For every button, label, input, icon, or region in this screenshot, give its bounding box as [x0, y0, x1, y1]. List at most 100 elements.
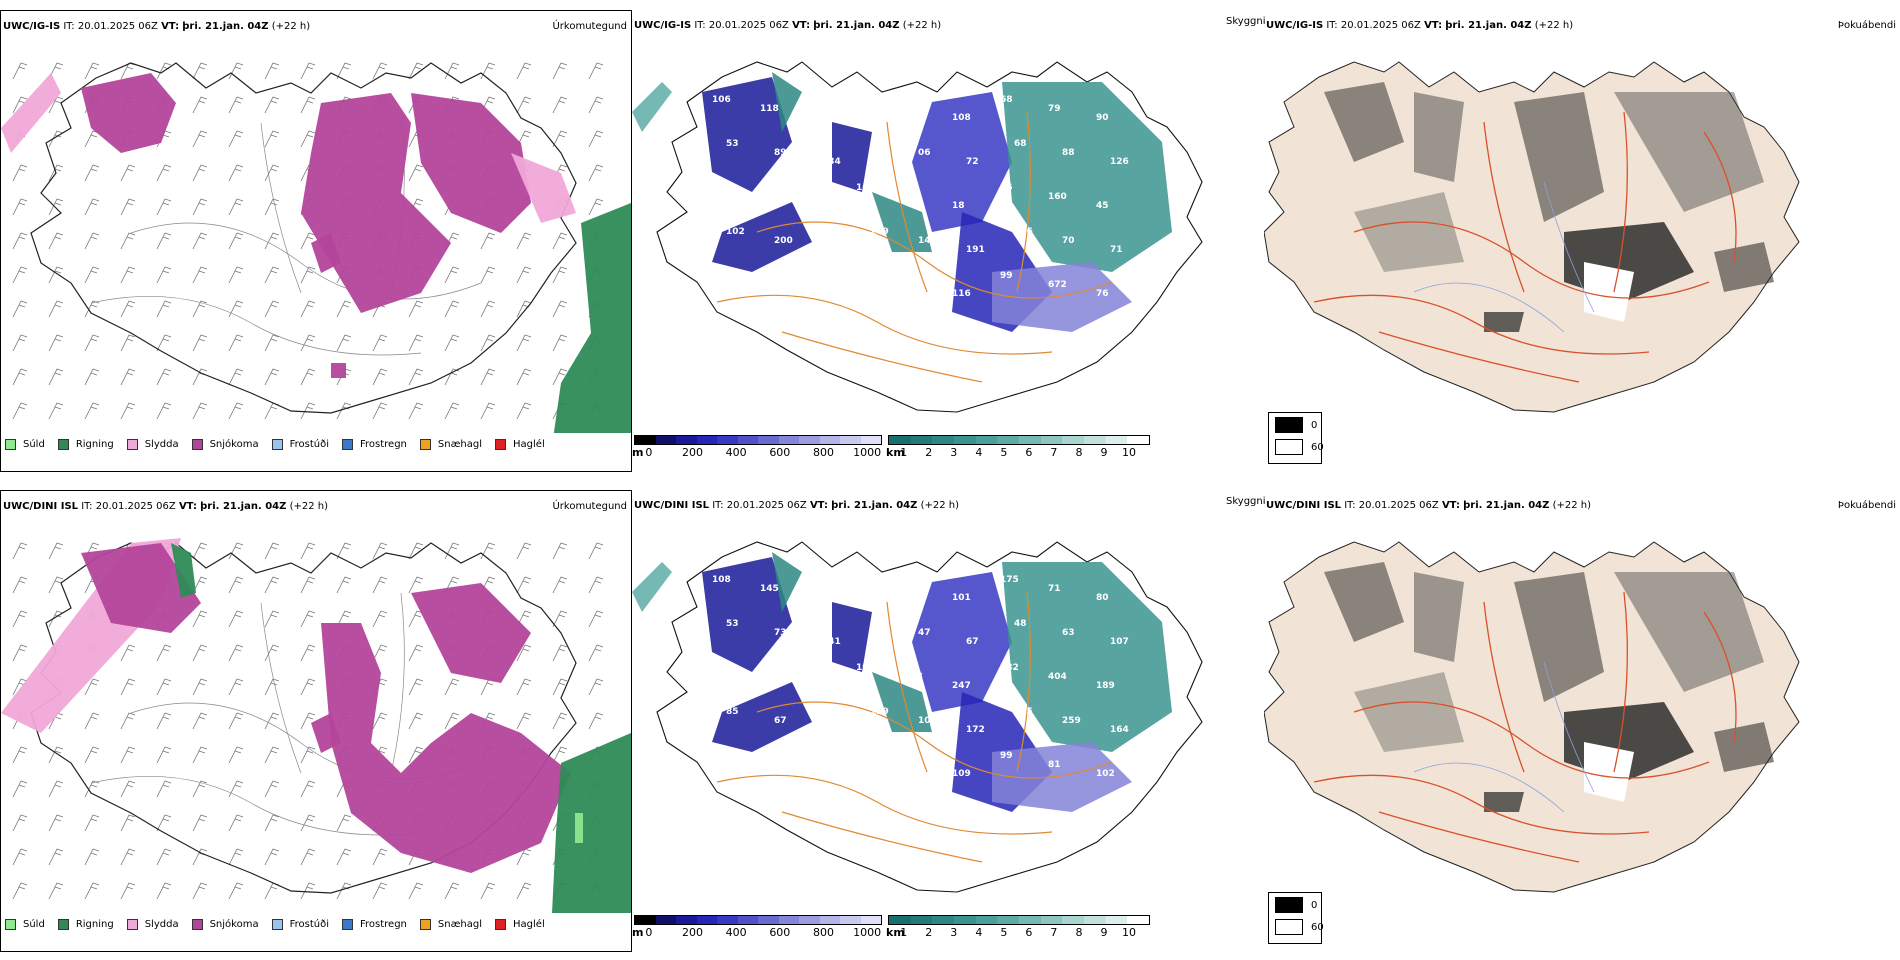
legend-swatch: [191, 918, 203, 930]
wind-barb: [120, 62, 136, 80]
colorbar-segment: [1040, 436, 1063, 444]
wind-barb: [156, 300, 172, 318]
fog-panel-label: Þokuábendi: [1837, 500, 1896, 511]
wind-barb: [228, 746, 244, 764]
wind-barb: [192, 780, 208, 798]
wind-barb: [192, 130, 208, 148]
title-vt-label: VT:: [809, 500, 828, 511]
colorbar-segment: [1127, 436, 1150, 444]
cloud-base-label: 68: [1000, 95, 1013, 105]
wind-barb: [12, 780, 28, 798]
wind-barb: [408, 712, 424, 730]
wind-barb: [408, 644, 424, 662]
cloud-base-label: 203: [760, 192, 779, 202]
colorbar-segment: [717, 916, 738, 924]
cloud-area: [702, 557, 792, 672]
wind-barb: [48, 266, 64, 284]
colorbar-unit: m: [632, 926, 644, 939]
cloud-base-label: 456: [1014, 227, 1033, 237]
wind-barb: [300, 814, 316, 832]
fog-area: [1714, 242, 1774, 292]
colorbar-segment: [932, 436, 955, 444]
precip-area: [311, 713, 341, 753]
title-vt-label: VT:: [1424, 20, 1443, 31]
wind-barb: [84, 746, 100, 764]
wind-barb: [264, 266, 280, 284]
cloud-area: [992, 262, 1132, 332]
colorbar-segment: [819, 436, 840, 444]
legend-item-2: Slydda: [126, 918, 179, 930]
wind-barb: [480, 300, 496, 318]
wind-barb: [552, 746, 568, 764]
wind-barb: [516, 96, 532, 114]
colorbar-segment: [975, 916, 998, 924]
cloud-base-label: 238: [808, 113, 827, 123]
colorbar-tick-label: 10: [1122, 926, 1137, 939]
wind-barb: [588, 610, 604, 628]
title-vt-value: þri. 21.jan. 04Z: [831, 500, 918, 511]
title-model: UWC/DINI ISL: [1266, 500, 1342, 511]
wind-barb: [300, 62, 316, 80]
wind-barb: [84, 402, 100, 420]
colorbar-segment: [997, 916, 1020, 924]
wind-barb: [516, 712, 532, 730]
wind-barb: [84, 780, 100, 798]
wind-barb: [192, 882, 208, 900]
wind-barb: [588, 678, 604, 696]
panel-title: UWC/IG-IS IT: 20.01.2025 06Z VT: þri. 21…: [3, 21, 310, 32]
title-it-value: 20.01.2025 06Z: [708, 20, 789, 31]
cloud-base-label: 172: [966, 725, 985, 735]
panel-title: UWC/DINI ISL IT: 20.01.2025 06Z VT: þri.…: [1266, 500, 1591, 511]
wind-barb: [480, 882, 496, 900]
wind-barb: [228, 266, 244, 284]
cloud-base-label: 79: [1048, 104, 1061, 114]
wind-barb: [12, 368, 28, 386]
cloud-base-label: 160: [1048, 192, 1067, 202]
colorbar-tick-label: 5: [1000, 446, 1008, 459]
forecast-row-bottom: UWC/DINI ISL IT: 20.01.2025 06Z VT: þri.…: [0, 490, 1900, 960]
colorbar-segment: [1019, 436, 1041, 444]
cloud-base-label: 134: [822, 157, 841, 167]
wind-barb: [84, 814, 100, 832]
cloud-area: [712, 202, 812, 272]
colorbar-tick-label: 5: [1000, 926, 1008, 939]
cloud-base-label: 118: [760, 104, 779, 114]
wind-barb: [84, 130, 100, 148]
wind-barb: [300, 746, 316, 764]
colorbar-segment: [799, 436, 820, 444]
fog-area: [1614, 92, 1764, 212]
colorbar-segment: [860, 436, 881, 444]
wind-barb: [444, 576, 460, 594]
precipitation-map: [1, 62, 631, 433]
fog-legend-label-60: 60: [1311, 921, 1324, 933]
wind-barb: [84, 712, 100, 730]
cloud-visibility-map: 106 118 238 98 63 108 68 79 90 53 89 134 93 06 72 68 88 1…: [632, 61, 1203, 413]
wind-barb: [192, 678, 208, 696]
colorbar-unit: m: [632, 446, 644, 459]
forecast-row-top: UWC/IG-IS IT: 20.01.2025 06Z VT: þri. 21…: [0, 10, 1900, 480]
cloud-base-label: 53: [726, 619, 739, 629]
wind-barb: [12, 96, 28, 114]
legend-item-4: Frostúði: [271, 918, 329, 930]
wind-barb: [588, 644, 604, 662]
wind-barb: [156, 402, 172, 420]
cloud-base-label: 102: [726, 227, 745, 237]
cloud-base-label: 67: [774, 716, 787, 726]
wind-barb: [552, 266, 568, 284]
panel-title: UWC/DINI ISL IT: 20.01.2025 06Z VT: þri.…: [634, 500, 959, 511]
wind-barb: [12, 266, 28, 284]
wind-barb: [336, 576, 352, 594]
colorbar-tick-label: 4: [975, 926, 983, 939]
colorbar-segment: [819, 916, 840, 924]
title-it-value: 20.01.2025 06Z: [77, 21, 158, 32]
legend-item-5: Frostregn: [342, 438, 407, 450]
title-vt-value: þri. 21.jan. 04Z: [813, 20, 900, 31]
legend-item-1: Rigning: [57, 918, 114, 930]
wind-barb: [228, 678, 244, 696]
wind-barb: [12, 610, 28, 628]
wind-barb: [84, 678, 100, 696]
wind-barb: [120, 746, 136, 764]
wind-barb: [516, 678, 532, 696]
wind-barb: [408, 882, 424, 900]
cloud-base-label: 85: [726, 707, 739, 717]
